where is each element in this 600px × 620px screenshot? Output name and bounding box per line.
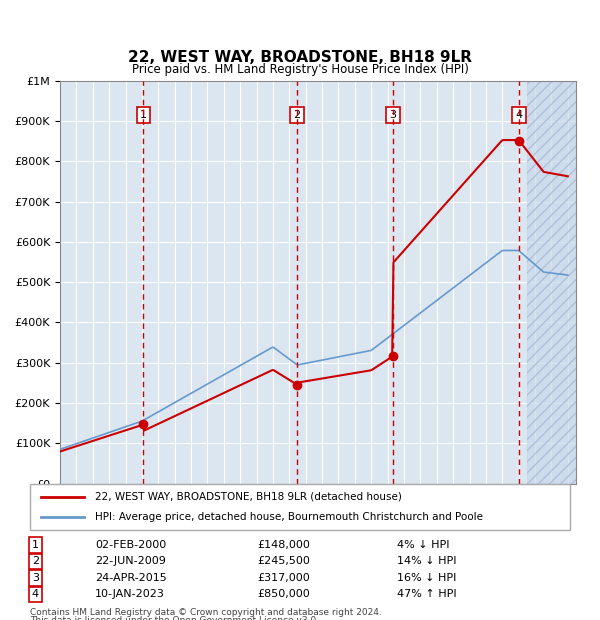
Text: 22, WEST WAY, BROADSTONE, BH18 9LR (detached house): 22, WEST WAY, BROADSTONE, BH18 9LR (deta… [95, 492, 401, 502]
Bar [527, 81, 576, 484]
Text: 10-JAN-2023: 10-JAN-2023 [95, 590, 164, 600]
Text: This data is licensed under the Open Government Licence v3.0.: This data is licensed under the Open Gov… [30, 616, 319, 620]
Text: 22, WEST WAY, BROADSTONE, BH18 9LR: 22, WEST WAY, BROADSTONE, BH18 9LR [128, 50, 472, 65]
Text: 3: 3 [32, 573, 39, 583]
Text: Contains HM Land Registry data © Crown copyright and database right 2024.: Contains HM Land Registry data © Crown c… [30, 608, 382, 617]
Text: 4% ↓ HPI: 4% ↓ HPI [397, 540, 450, 550]
Text: 02-FEB-2000: 02-FEB-2000 [95, 540, 166, 550]
Text: 14% ↓ HPI: 14% ↓ HPI [397, 556, 457, 566]
Text: 47% ↑ HPI: 47% ↑ HPI [397, 590, 457, 600]
Text: £850,000: £850,000 [257, 590, 310, 600]
Text: 16% ↓ HPI: 16% ↓ HPI [397, 573, 457, 583]
Text: HPI: Average price, detached house, Bournemouth Christchurch and Poole: HPI: Average price, detached house, Bour… [95, 512, 483, 522]
Text: 4: 4 [515, 110, 523, 120]
Text: £245,500: £245,500 [257, 556, 310, 566]
Bar [527, 81, 576, 484]
Text: 4: 4 [32, 590, 39, 600]
Text: 22-JUN-2009: 22-JUN-2009 [95, 556, 166, 566]
Text: £148,000: £148,000 [257, 540, 310, 550]
Text: 1: 1 [140, 110, 147, 120]
Text: 3: 3 [389, 110, 396, 120]
Text: 2: 2 [32, 556, 39, 566]
Text: £317,000: £317,000 [257, 573, 310, 583]
FancyBboxPatch shape [30, 484, 570, 530]
Text: Price paid vs. HM Land Registry's House Price Index (HPI): Price paid vs. HM Land Registry's House … [131, 63, 469, 76]
Text: 24-APR-2015: 24-APR-2015 [95, 573, 167, 583]
Text: 2: 2 [293, 110, 301, 120]
Text: 1: 1 [32, 540, 39, 550]
